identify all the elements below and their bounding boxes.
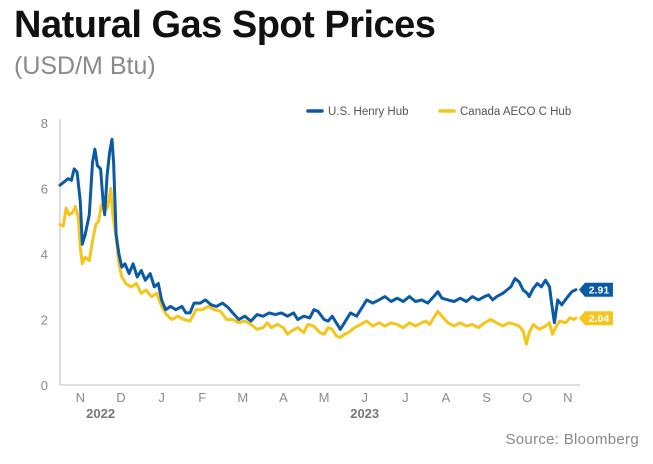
- series-line-aeco-c-hub: [58, 187, 578, 346]
- x-tick-label: O: [522, 390, 532, 405]
- x-tick-label: D: [116, 390, 125, 405]
- y-tick-label: 4: [41, 247, 48, 262]
- year-label: 2022: [86, 406, 115, 421]
- year-label: 2023: [350, 406, 379, 421]
- y-tick-label: 6: [41, 182, 48, 197]
- x-tick-label: N: [76, 390, 85, 405]
- chart-title: Natural Gas Spot Prices: [14, 4, 436, 46]
- end-value-label-henry-hub: 2.91: [589, 285, 610, 297]
- x-tick-label: A: [442, 390, 451, 405]
- x-tick-label: J: [402, 390, 409, 405]
- legend-label-henry-hub: U.S. Henry Hub: [328, 106, 409, 118]
- x-tick-label: J: [361, 390, 368, 405]
- y-tick-label: 8: [41, 116, 48, 131]
- chart-subtitle: (USD/M Btu): [14, 52, 156, 80]
- x-tick-label: F: [198, 390, 206, 405]
- x-tick-label: M: [319, 390, 330, 405]
- series-line-henry-hub: [58, 137, 578, 331]
- x-tick-label: S: [482, 390, 491, 405]
- legend-label-aeco-c-hub: Canada AECO C Hub: [460, 106, 571, 118]
- y-tick-label: 2: [41, 313, 48, 328]
- x-tick-label: N: [563, 390, 572, 405]
- end-value-label-aeco-c-hub: 2.04: [589, 313, 610, 325]
- x-tick-label: A: [279, 390, 288, 405]
- source-note: Source: Bloomberg: [505, 431, 639, 448]
- end-label-marker-aeco-c-hub: [578, 311, 613, 326]
- end-label-marker-henry-hub: [578, 282, 613, 297]
- x-tick-label: J: [158, 390, 165, 405]
- y-tick-label: 0: [41, 378, 48, 393]
- x-tick-label: M: [237, 390, 248, 405]
